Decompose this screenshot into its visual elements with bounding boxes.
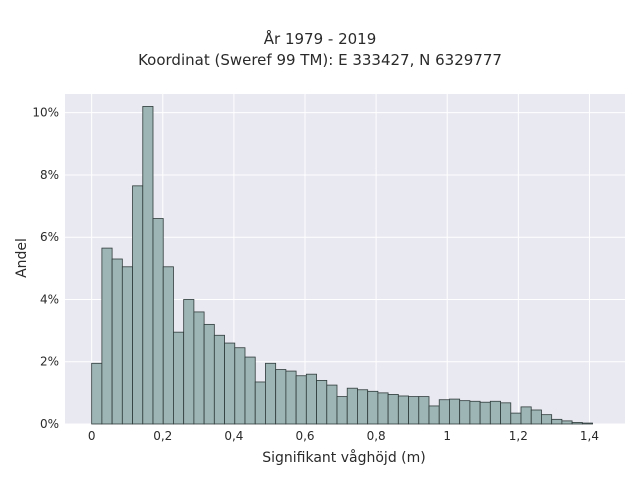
histogram-bar [489,400,501,425]
histogram-bars [91,106,593,425]
histogram-bar [234,347,246,425]
histogram-bar [438,399,450,425]
x-tick-label: 0,8 [367,429,386,443]
x-tick-label: 0,6 [295,429,314,443]
histogram-bar [510,412,522,425]
y-tick-label: 8% [40,168,59,182]
histogram-bar [479,401,491,425]
histogram-bar [449,398,461,425]
y-tick-labels: 0% 2% 4% 6% 8% 10% [32,106,59,431]
histogram-bar [183,299,195,425]
histogram-bar [275,369,287,425]
histogram-bar [469,400,481,425]
histogram-bar [101,247,113,425]
histogram-bar [224,342,236,425]
histogram-bar [316,380,328,425]
x-tick-label: 1,2 [509,429,528,443]
histogram-bar [193,311,205,425]
histogram-bar [397,395,409,425]
histogram-bar [367,390,379,425]
histogram-bar [285,370,297,425]
histogram-bar [581,422,593,425]
histogram-bar [121,266,133,425]
histogram-bar [336,396,348,425]
histogram-bar [254,381,266,425]
histogram-bar [295,375,307,425]
histogram-bar [132,185,144,425]
x-tick-label: 0,2 [153,429,172,443]
histogram-bar [551,418,563,425]
histogram-bar [111,258,123,425]
histogram-bar [213,334,225,425]
histogram-bar [418,396,430,425]
x-tick-label: 1 [443,429,451,443]
histogram-bar [162,266,174,425]
histogram-bar [459,400,471,425]
histogram-bar [357,389,369,425]
x-axis-label: Signifikant våghöjd (m) [262,449,425,466]
chart-subtitle: Koordinat (Sweref 99 TM): E 333427, N 63… [138,51,502,69]
histogram-bar [377,392,389,425]
histogram-bar [408,396,420,425]
histogram-bar [387,394,399,425]
histogram-bar [173,331,185,425]
histogram-bar [530,409,542,425]
x-tick-label: 0 [88,429,96,443]
histogram-bar [152,218,164,425]
chart-title: År 1979 - 2019 [263,30,377,48]
y-tick-label: 6% [40,230,59,244]
y-tick-label: 2% [40,355,59,369]
histogram-bar [541,414,553,425]
histogram-bar [500,402,512,425]
histogram-bar [203,323,215,425]
histogram-bar [244,356,256,425]
histogram-bar [520,406,532,425]
y-tick-label: 10% [32,106,59,120]
histogram-bar [346,387,358,425]
x-tick-label: 0,4 [224,429,243,443]
y-tick-label: 0% [40,417,59,431]
x-tick-label: 1,4 [580,429,599,443]
histogram-bar [91,362,103,425]
histogram-bar [265,362,277,425]
histogram-bar [326,384,338,425]
histogram-bar [142,106,154,425]
histogram-bar [428,405,440,425]
y-axis-label: Andel [14,238,30,278]
histogram-bar [571,422,583,425]
histogram-bar [561,420,573,425]
histogram-bar [305,373,317,425]
x-tick-labels: 0 0,2 0,4 0,6 0,8 1 1,2 1,4 [88,429,599,443]
y-tick-label: 4% [40,292,59,306]
